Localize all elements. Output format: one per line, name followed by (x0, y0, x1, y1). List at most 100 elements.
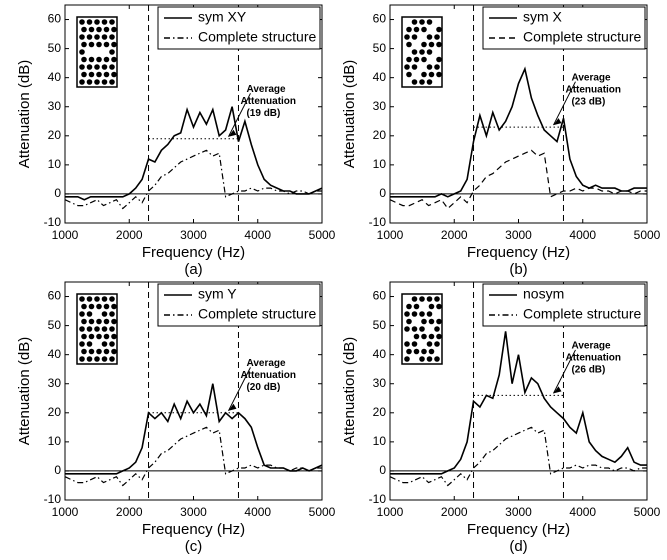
inset-dot (101, 326, 108, 332)
x-tick-label: 2000 (116, 228, 143, 242)
y-tick-label: 50 (48, 41, 62, 55)
inset-dot (103, 333, 110, 340)
y-tick-label: 10 (48, 434, 62, 448)
x-tick-label: 1000 (377, 505, 404, 519)
inset-dot (79, 34, 85, 40)
x-tick-label: 1000 (52, 228, 79, 242)
inset-dot (86, 34, 93, 40)
x-tick-label: 4000 (569, 228, 596, 242)
annotation: Attenuation (240, 370, 296, 381)
inset-dot (103, 71, 110, 78)
inset-dot (101, 341, 108, 347)
inset-dot (88, 41, 95, 48)
inset-dot (109, 296, 115, 302)
inset-dot (421, 56, 427, 63)
inset-dot (96, 71, 102, 78)
inset-dot (419, 19, 425, 25)
inset-dot (81, 26, 87, 33)
y-tick-label: 10 (373, 157, 387, 171)
inset-dot (426, 49, 433, 55)
legend-label: sym XY (198, 9, 247, 25)
inset-dot (411, 79, 418, 85)
inset-dot (411, 311, 418, 317)
x-axis-label: Frequency (Hz) (467, 244, 570, 261)
inset-dot (101, 34, 108, 40)
inset-dot (404, 311, 410, 317)
inset-dot (404, 341, 410, 347)
y-tick-label: 60 (48, 12, 62, 26)
inset-dot (434, 356, 440, 362)
inset-dot (96, 41, 102, 48)
x-axis-label: Frequency (Hz) (142, 521, 245, 538)
inset-dot (436, 333, 442, 340)
inset-dot (94, 19, 100, 25)
inset-dot (419, 79, 425, 85)
y-axis-label: Attenuation (dB) (341, 337, 358, 445)
inset-dot (406, 26, 412, 33)
inset-dot (426, 19, 433, 25)
y-tick-label: 30 (48, 376, 62, 390)
y-tick-label: 30 (48, 99, 62, 113)
inset-dot (88, 348, 95, 355)
arrow-head (553, 386, 562, 394)
inset-dot (419, 49, 425, 55)
inset-dot (103, 318, 110, 325)
inset-dot (428, 318, 435, 325)
inset-dot (101, 79, 108, 85)
inset-dot (419, 296, 425, 302)
inset-dot (86, 19, 93, 25)
x-axis-label: Frequency (Hz) (467, 521, 570, 538)
inset-dot (81, 348, 87, 355)
x-tick-label: 5000 (309, 505, 336, 519)
annotation: (23 dB) (571, 96, 605, 107)
legend-box (157, 6, 321, 50)
x-tick-label: 2000 (441, 228, 468, 242)
caption: (d) (509, 538, 527, 555)
inset-dot (428, 41, 435, 48)
inset-dot (86, 79, 93, 85)
inset-dot (426, 311, 433, 317)
inset-dot (86, 64, 93, 70)
y-axis-label: Attenuation (dB) (16, 337, 33, 445)
inset-dot (436, 71, 442, 78)
legend-label: sym Y (198, 286, 237, 302)
inset-dot (96, 303, 102, 310)
annotation: Average (571, 341, 611, 352)
x-tick-label: 2000 (441, 505, 468, 519)
inset-dot (434, 296, 440, 302)
annotation: (20 dB) (246, 382, 280, 393)
annotation: (19 dB) (246, 108, 280, 119)
inset-dot (111, 71, 117, 78)
x-tick-label: 1000 (377, 228, 404, 242)
x-tick-label: 3000 (180, 228, 207, 242)
inset-dot (434, 34, 440, 40)
inset-dot (406, 71, 412, 78)
series-line (65, 106, 323, 201)
inset-dot (428, 303, 435, 310)
x-tick-label: 5000 (634, 505, 661, 519)
inset-dot (404, 64, 410, 70)
inset-dot (86, 341, 93, 347)
inset-dot (101, 296, 108, 302)
inset-dot (79, 326, 85, 332)
inset-dot (413, 333, 420, 340)
inset-dot (428, 333, 435, 340)
legend-box (482, 6, 646, 50)
x-tick-label: 5000 (634, 228, 661, 242)
series-line (389, 149, 647, 210)
inset-dot (94, 79, 100, 85)
inset-dot (436, 303, 442, 310)
series-line (64, 426, 322, 487)
inset-dot (88, 318, 95, 325)
inset-dot (111, 26, 117, 33)
annotation: Average (246, 84, 286, 95)
legend-box (157, 283, 321, 327)
annotation: Average (571, 72, 611, 83)
inset-dot (413, 26, 420, 33)
inset-dot (101, 356, 108, 362)
y-tick-label: 20 (373, 128, 387, 142)
series-line (64, 149, 322, 210)
legend-label: Complete structure (523, 29, 641, 45)
y-tick-label: 10 (48, 157, 62, 171)
y-tick-label: 20 (48, 128, 62, 142)
